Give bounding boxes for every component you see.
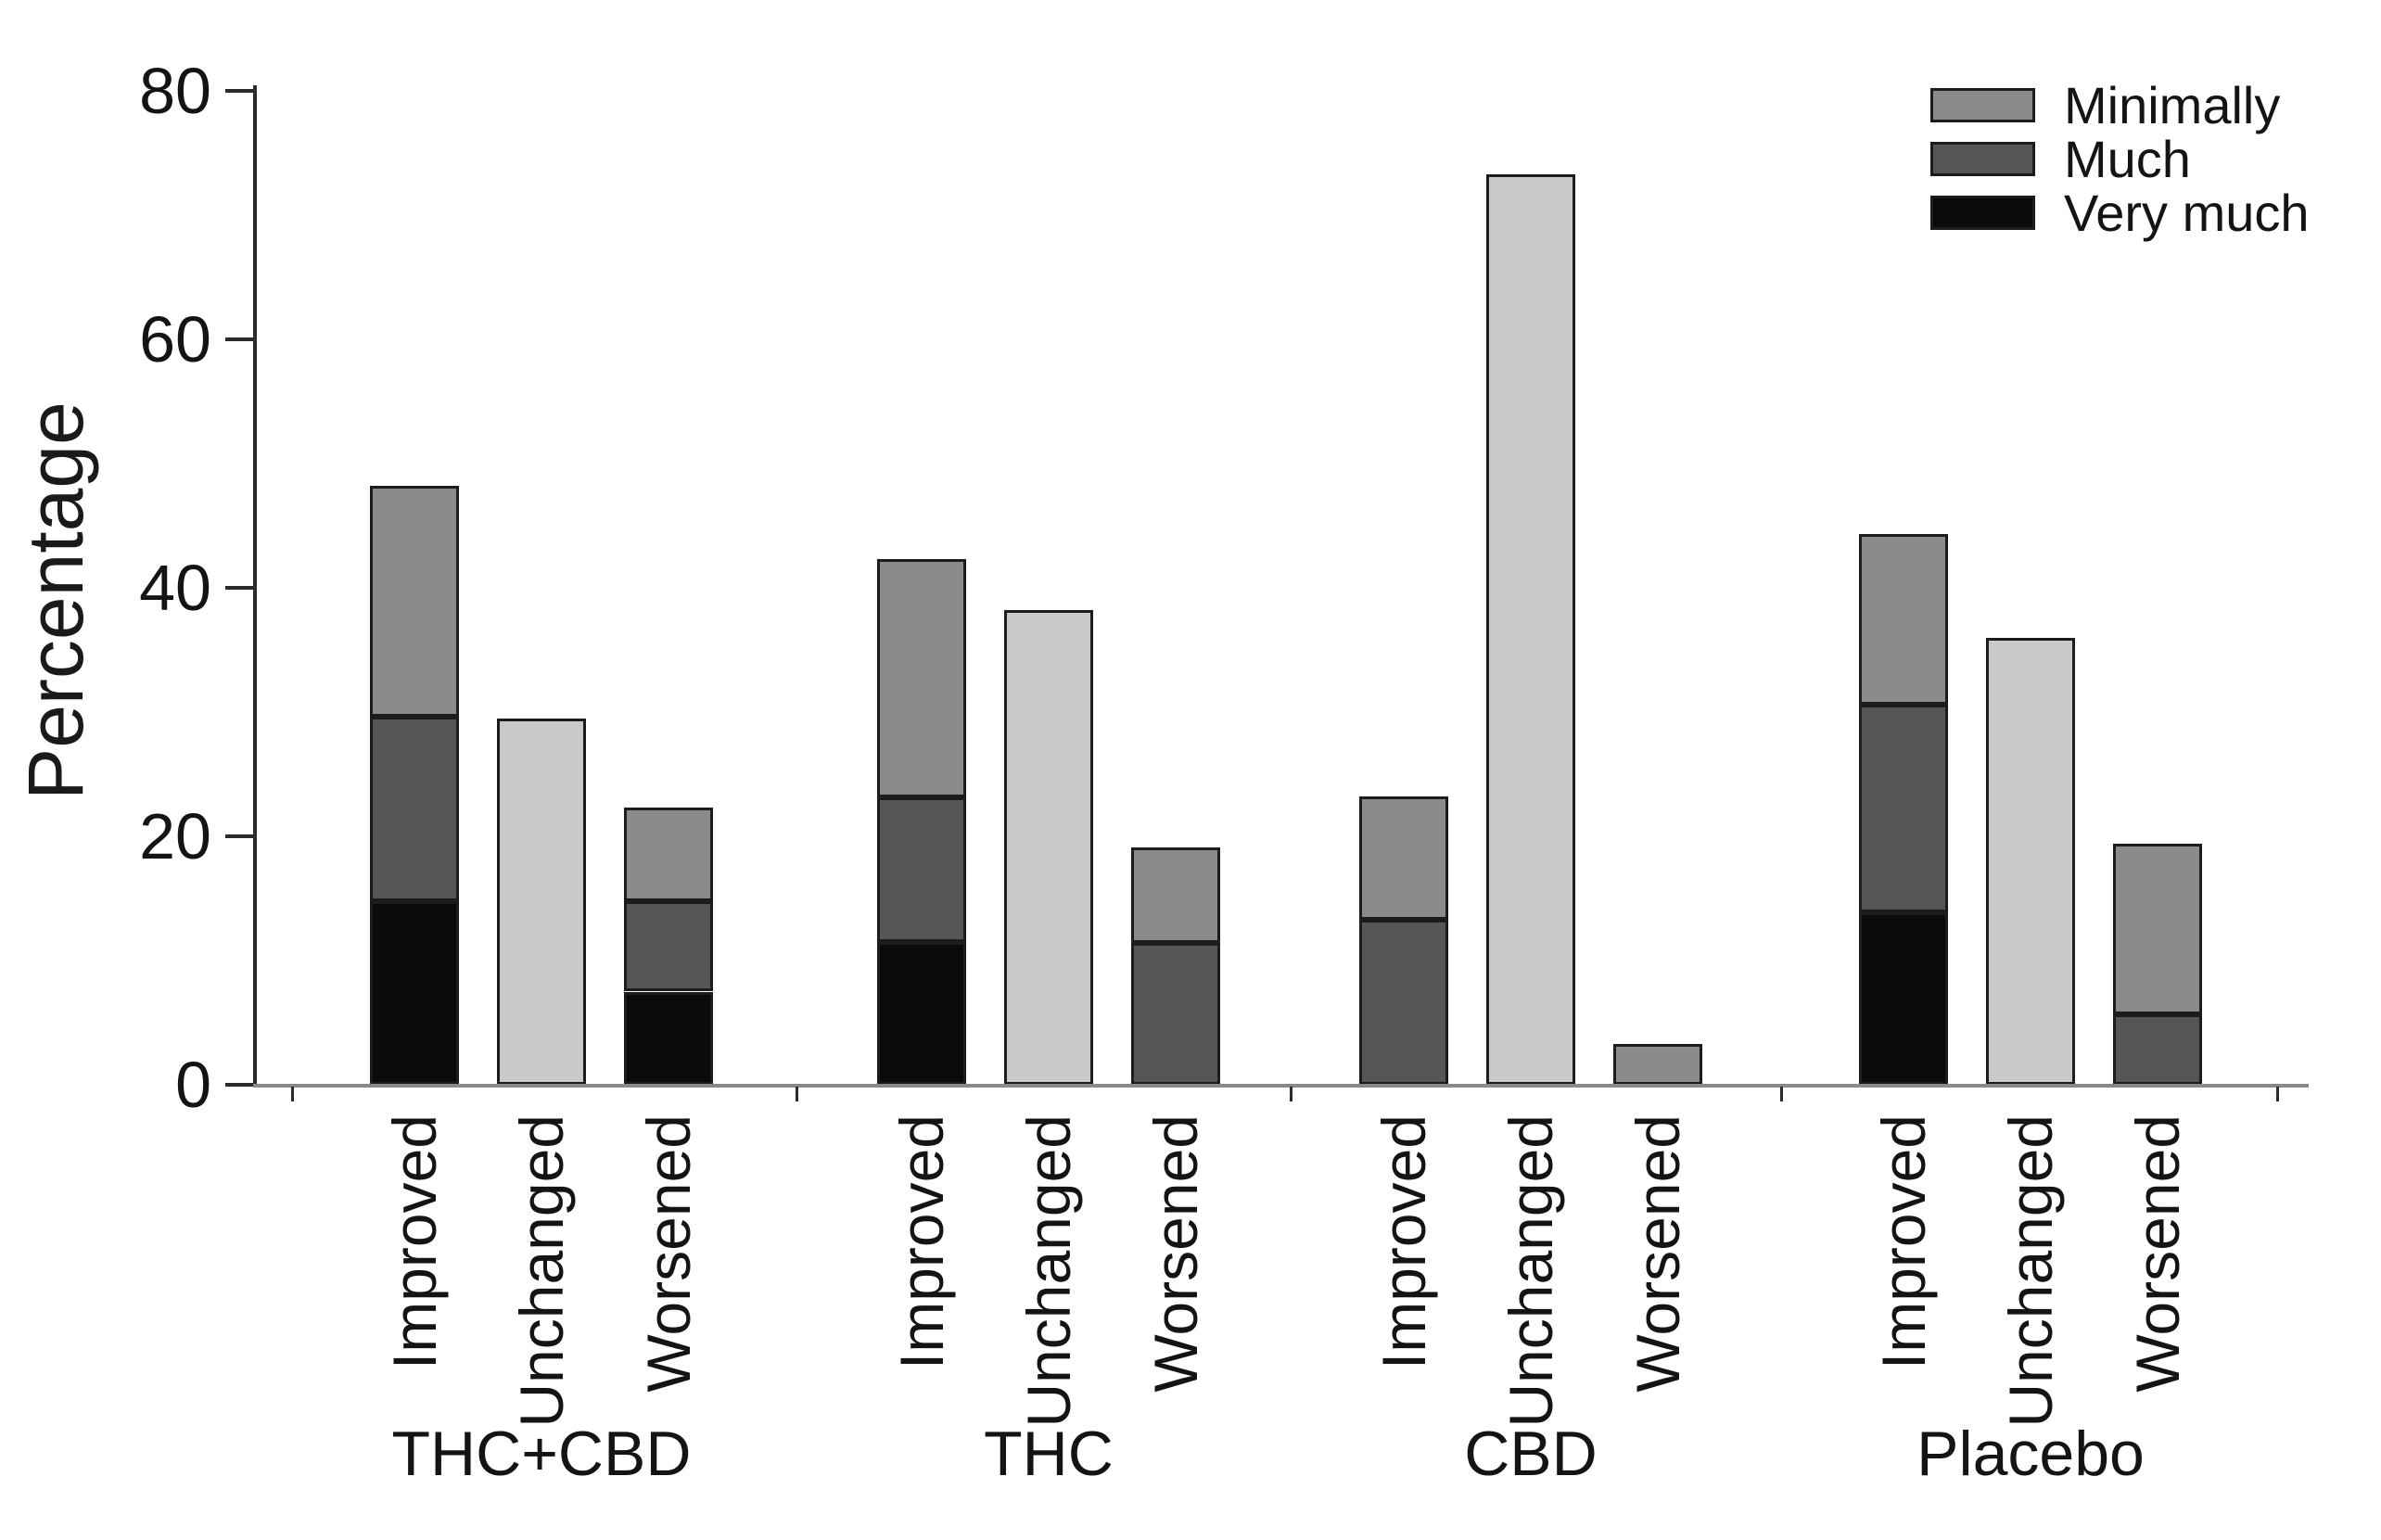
y-axis-tick-label: 40 bbox=[139, 552, 211, 624]
bar-segment-very_much bbox=[624, 991, 713, 1085]
legend-label-very_much: Very much bbox=[2064, 184, 2310, 242]
y-axis-line bbox=[253, 85, 257, 1088]
bar-segment-very_much bbox=[370, 900, 459, 1085]
legend-label-much: Much bbox=[2064, 130, 2191, 188]
x-axis-tick bbox=[1290, 1087, 1292, 1101]
bar-segment-much bbox=[624, 900, 713, 992]
x-group-label: THC+CBD bbox=[391, 1419, 692, 1489]
bar-segment-minimally bbox=[877, 559, 966, 798]
bar-segment-minimally bbox=[370, 486, 459, 718]
bar-segment-unchanged bbox=[1986, 637, 2075, 1085]
x-axis-line bbox=[253, 1084, 2309, 1088]
x-group-label: CBD bbox=[1464, 1419, 1598, 1489]
bar-segment-minimally bbox=[2113, 844, 2202, 1014]
y-axis-tick-label: 80 bbox=[139, 55, 211, 127]
bar-segment-very_much bbox=[1859, 911, 1948, 1085]
y-axis-tick-label: 60 bbox=[139, 303, 211, 375]
legend-swatch-very_much bbox=[1930, 196, 2035, 230]
bar-segment-much bbox=[877, 797, 966, 942]
bar-segment-minimally bbox=[1131, 847, 1220, 944]
y-axis-tick bbox=[225, 89, 253, 93]
bar-segment-minimally bbox=[1613, 1043, 1702, 1085]
bar-segment-minimally bbox=[1859, 534, 1948, 705]
bar-segment-much bbox=[2113, 1013, 2202, 1085]
y-axis-tick bbox=[225, 586, 253, 590]
bar-segment-much bbox=[1859, 704, 1948, 912]
x-group-label: THC bbox=[984, 1419, 1114, 1489]
x-axis-tick bbox=[291, 1087, 294, 1101]
legend-swatch-much bbox=[1930, 142, 2035, 176]
x-axis-tick bbox=[796, 1087, 798, 1101]
bar-segment-unchanged bbox=[1004, 610, 1093, 1085]
bar-segment-minimally bbox=[1359, 796, 1448, 920]
x-group-label: Placebo bbox=[1916, 1419, 2145, 1489]
bar-segment-very_much bbox=[877, 941, 966, 1085]
y-axis-tick bbox=[225, 834, 253, 838]
x-axis-tick bbox=[1780, 1087, 1783, 1101]
bar-segment-much bbox=[1359, 919, 1448, 1085]
bar-segment-much bbox=[1131, 943, 1220, 1085]
y-axis-tick bbox=[225, 1083, 253, 1087]
legend-swatch-minimally bbox=[1930, 88, 2035, 122]
bar-segment-unchanged bbox=[497, 718, 586, 1085]
x-axis-tick bbox=[2276, 1087, 2279, 1101]
legend-label-minimally: Minimally bbox=[2064, 76, 2281, 134]
bar-segment-unchanged bbox=[1486, 173, 1575, 1085]
bar-segment-minimally bbox=[624, 808, 713, 901]
y-axis-tick bbox=[225, 337, 253, 341]
bar-segment-much bbox=[370, 717, 459, 901]
y-axis-tick-label: 0 bbox=[175, 1049, 211, 1121]
y-axis-tick-label: 20 bbox=[139, 800, 211, 872]
